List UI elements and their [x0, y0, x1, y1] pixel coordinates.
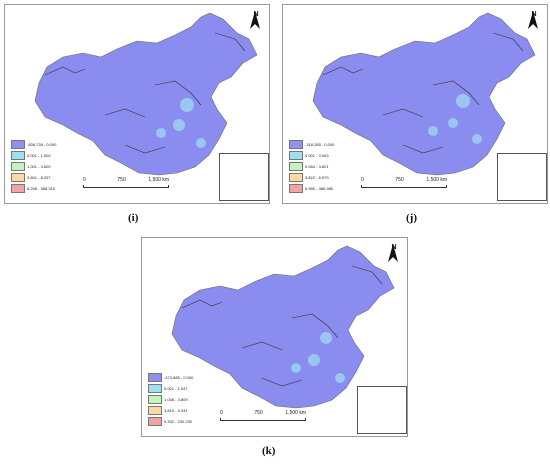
legend-label: 3.822 - 6.979 — [305, 175, 329, 180]
scale-line — [83, 185, 169, 188]
legend-swatch — [148, 395, 162, 404]
legend-swatch — [148, 373, 162, 382]
scalebar-i: 0 750 1,500 km — [83, 177, 169, 191]
north-label: N — [531, 11, 537, 18]
scalebar-k: 0 750 1,500 km — [220, 410, 306, 424]
legend-item: 3.810 - 9.331 — [148, 406, 193, 415]
legend-swatch — [289, 162, 303, 171]
legend-i: -836.735 - 0.000 0.001 - 1.000 1.001 - 3.6… — [11, 140, 56, 195]
legend-item: 0.064 - 3.821 — [289, 162, 334, 171]
north-arrow-icon — [388, 244, 398, 262]
legend-label: 6.980 - 486.980 — [305, 186, 334, 191]
legend-label: -836.735 - 0.000 — [27, 142, 57, 147]
legend-swatch — [289, 151, 303, 160]
china-map-i — [34, 12, 258, 176]
legend-item: 0.001 - 1.000 — [11, 151, 56, 160]
legend-item: 9.332 - 230.230 — [148, 417, 193, 426]
legend-label: 3.601 - 8.297 — [27, 175, 51, 180]
north-arrow: N — [249, 11, 263, 29]
legend-swatch — [148, 406, 162, 415]
legend-label: 1.001 - 3.600 — [27, 164, 51, 169]
north-arrow: N — [527, 11, 541, 29]
panel-label-i: (i) — [128, 212, 139, 224]
legend-label: -473.885 - 0.000 — [164, 375, 194, 380]
north-label: N — [253, 11, 259, 18]
legend-item: 0.001 - 1.047 — [148, 384, 193, 393]
north-arrow-icon — [250, 11, 260, 29]
map-panel-i: N -836.735 - 0.000 0.001 - 1.000 1.001 - 3… — [4, 4, 270, 204]
legend-swatch — [148, 384, 162, 393]
legend-item: 8.298 - 368.310 — [11, 184, 56, 193]
scale-tick-750: 750 — [117, 177, 126, 183]
legend-label: 0.001 - 1.047 — [164, 386, 188, 391]
south-china-sea-inset — [219, 153, 269, 201]
legend-label: 9.332 - 230.230 — [164, 419, 193, 424]
legend-item: 1.001 - 3.600 — [11, 162, 56, 171]
panel-label-k: (k) — [262, 445, 276, 457]
scalebar-j: 0 750 1,500 km — [361, 177, 447, 191]
legend-label: 8.298 - 368.310 — [27, 186, 56, 191]
legend-item: 6.980 - 486.980 — [289, 184, 334, 193]
legend-item: -836.735 - 0.000 — [11, 140, 56, 149]
legend-item: -473.885 - 0.000 — [148, 373, 193, 382]
legend-j: -318.285 - 0.000 0.001 - 0.063 0.064 - 3.8… — [289, 140, 334, 195]
north-arrow-icon — [528, 11, 538, 29]
south-china-sea-inset — [357, 386, 407, 434]
north-label: N — [391, 244, 397, 251]
legend-swatch — [11, 162, 25, 171]
scale-tick-750: 750 — [254, 410, 263, 416]
scale-tick-1500: 1,500 km — [426, 177, 447, 183]
legend-label: -318.285 - 0.000 — [305, 142, 335, 147]
legend-item: 1.048 - 3.809 — [148, 395, 193, 404]
scale-line — [220, 418, 306, 421]
legend-label: 1.048 - 3.809 — [164, 397, 188, 402]
scale-tick-1500: 1,500 km — [148, 177, 169, 183]
legend-label: 0.001 - 1.000 — [27, 153, 51, 158]
legend-swatch — [11, 184, 25, 193]
legend-item: 0.001 - 0.063 — [289, 151, 334, 160]
south-china-sea-inset — [497, 153, 547, 201]
north-arrow: N — [387, 244, 401, 262]
panel-label-j: (j) — [406, 212, 417, 224]
legend-label: 3.810 - 9.331 — [164, 408, 188, 413]
scale-tick-0: 0 — [83, 177, 86, 183]
map-panel-j: N -318.285 - 0.000 0.001 - 0.063 0.064 - 3… — [282, 4, 548, 204]
legend-swatch — [289, 173, 303, 182]
legend-label: 0.064 - 3.821 — [305, 164, 329, 169]
legend-swatch — [11, 173, 25, 182]
china-map-j — [312, 12, 536, 176]
scale-tick-1500: 1,500 km — [285, 410, 306, 416]
scale-tick-750: 750 — [395, 177, 404, 183]
legend-swatch — [148, 417, 162, 426]
legend-label: 0.001 - 0.063 — [305, 153, 329, 158]
china-map-k — [171, 245, 395, 409]
scale-tick-0: 0 — [220, 410, 223, 416]
legend-k: -473.885 - 0.000 0.001 - 1.047 1.048 - 3.8… — [148, 373, 193, 428]
legend-item: 3.601 - 8.297 — [11, 173, 56, 182]
legend-item: -318.285 - 0.000 — [289, 140, 334, 149]
scale-line — [361, 185, 447, 188]
scale-tick-0: 0 — [361, 177, 364, 183]
legend-swatch — [289, 184, 303, 193]
map-panel-k: N -473.885 - 0.000 0.001 - 1.047 1.048 - 3… — [141, 237, 408, 437]
legend-swatch — [289, 140, 303, 149]
legend-swatch — [11, 151, 25, 160]
legend-item: 3.822 - 6.979 — [289, 173, 334, 182]
legend-swatch — [11, 140, 25, 149]
